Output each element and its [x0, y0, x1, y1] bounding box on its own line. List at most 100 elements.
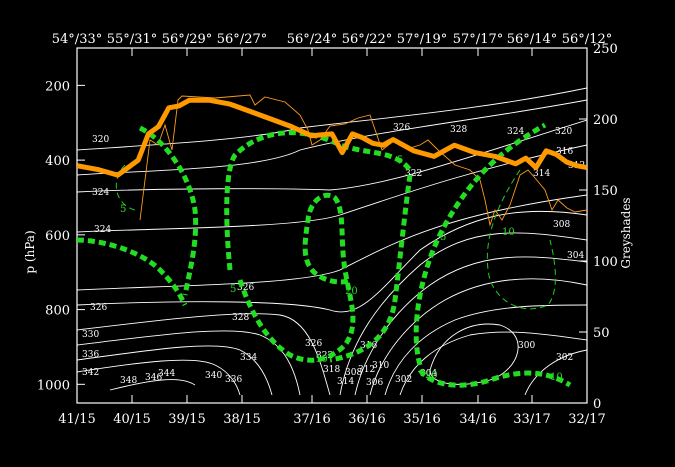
right-tick-label: 100	[593, 255, 618, 270]
right-tick-label: 200	[593, 113, 618, 128]
top-tick-label: 57°/17°	[453, 32, 503, 47]
right-tick-label: 250	[593, 42, 618, 57]
green-dashed-line	[413, 122, 547, 366]
isentrope-label: 340	[205, 371, 222, 381]
top-tick-label: 56°/12°	[562, 32, 612, 47]
top-tick-label: 56°/27°	[217, 32, 267, 47]
right-tick-label: 0	[593, 397, 601, 412]
bottom-tick-label: 33/17	[513, 412, 550, 427]
green-contour-label: 10	[502, 227, 515, 238]
green-dashed-line	[138, 125, 199, 296]
top-tick-label: 57°/19°	[397, 32, 447, 47]
isentrope-label: 320	[555, 127, 572, 137]
right-tick-label: 150	[593, 184, 618, 199]
bottom-tick-label: 32/17	[568, 412, 605, 427]
isentrope-line	[77, 210, 587, 313]
green-dashed-line	[224, 130, 412, 271]
isentrope-line	[369, 278, 587, 396]
left-axis-title: p (hPa)	[23, 230, 37, 273]
plot-frame	[76, 47, 588, 404]
isentrope-label: 328	[450, 125, 467, 135]
green-dashed-thin	[115, 164, 556, 310]
left-tick-label: 1000	[37, 378, 70, 393]
isentrope-label: 318	[323, 365, 340, 375]
isentrope-label: 334	[240, 353, 257, 363]
top-tick-label: 56°/14°	[507, 32, 557, 47]
green-dashed-contours	[77, 122, 572, 388]
isentrope-label: 324	[92, 188, 109, 198]
green-dashed-line	[329, 174, 413, 363]
left-tick-label: 200	[45, 79, 70, 94]
left-tick-label: 800	[45, 304, 70, 319]
bottom-tick-label: 34/16	[459, 412, 496, 427]
right-tick-label: 50	[593, 326, 610, 341]
isentrope-label: 328	[232, 313, 249, 323]
isentrope-line	[77, 359, 241, 396]
isentrope-label: 306	[366, 378, 383, 388]
isentrope-label: 336	[225, 375, 242, 385]
green-dashed-line	[417, 368, 572, 388]
isentrope-labels: 320 324 324 326 326 328 330 336 342 348 …	[82, 123, 585, 388]
left-tick-label: 600	[45, 229, 70, 244]
isentrope-label: 316	[556, 147, 573, 157]
bottom-tick-label: 36/16	[348, 412, 385, 427]
green-contour-label: 5	[230, 284, 236, 295]
isentrope-label: 308	[553, 220, 570, 230]
green-contour-label: 20	[345, 286, 358, 297]
isentrope-label: 304	[567, 251, 584, 261]
isentrope-label: 326	[90, 303, 107, 313]
green-contour-label: 5	[120, 204, 126, 215]
green-contour-label: 5	[397, 155, 403, 166]
isentrope-line	[399, 331, 587, 396]
top-tick-label: 55°/31°	[107, 32, 157, 47]
green-dashed-thin-line	[486, 169, 556, 310]
green-dashed-labels: 5 5 5 20 10 5 10 20 10	[120, 155, 563, 383]
bottom-tick-label: 38/15	[223, 412, 260, 427]
isentrope-label: 326	[237, 283, 254, 293]
isentrope-line	[77, 330, 301, 396]
isentrope-line	[77, 194, 587, 291]
right-axis-title: Greyshades	[619, 197, 633, 268]
isentrope-label: 336	[82, 350, 99, 360]
isentrope-label: 346	[145, 373, 162, 383]
bottom-tick-label: 39/15	[168, 412, 205, 427]
bottom-tick-label: 41/15	[58, 412, 95, 427]
isentrope-label: 304	[420, 369, 437, 379]
bottom-tick-label: 37/16	[293, 412, 330, 427]
top-tick-label: 54°/33°	[52, 32, 102, 47]
isentrope-label: 322	[316, 351, 333, 361]
orange-thick-line	[77, 97, 587, 178]
isentrope-line	[77, 345, 273, 396]
isentrope-label: 302	[395, 375, 412, 385]
green-contour-label: 5	[440, 232, 446, 243]
isentrope-line	[77, 99, 587, 176]
top-tick-label: 56°/22°	[342, 32, 392, 47]
isentrope-label: 326	[305, 339, 322, 349]
isentrope-label: 324	[507, 127, 524, 137]
axes: 200 400 600 800 1000 0 50 100 150 200 250 41/15 40/1…	[37, 32, 618, 427]
isentrope-line	[384, 304, 587, 396]
top-tick-label: 56°/24°	[287, 32, 337, 47]
isentrope-line	[354, 256, 587, 396]
isentrope-label: 314	[533, 169, 550, 179]
isentrope-line	[524, 349, 587, 396]
top-tick-label: 56°/29°	[162, 32, 212, 47]
isentrope-label: 326	[393, 123, 410, 133]
isentrope-label: 300	[518, 341, 535, 351]
isentrope-label: 344	[158, 369, 175, 379]
green-dashed-line	[237, 192, 356, 363]
isentrope-label: 348	[120, 376, 137, 386]
left-tick-label: 400	[45, 154, 70, 169]
isentrope-line	[77, 144, 587, 233]
green-contour-label: 10	[315, 354, 328, 365]
isentrope-label: 308	[345, 368, 362, 378]
isentrope-label: 324	[94, 225, 111, 235]
isentrope-line	[77, 313, 331, 396]
isentrope-label: 320	[92, 135, 109, 145]
green-contour-label: 10	[550, 372, 563, 383]
isentrope-line	[109, 379, 196, 391]
isentrope-label: 310	[372, 361, 389, 371]
bottom-tick-label: 40/15	[113, 412, 150, 427]
isentrope-label: 330	[82, 330, 99, 340]
